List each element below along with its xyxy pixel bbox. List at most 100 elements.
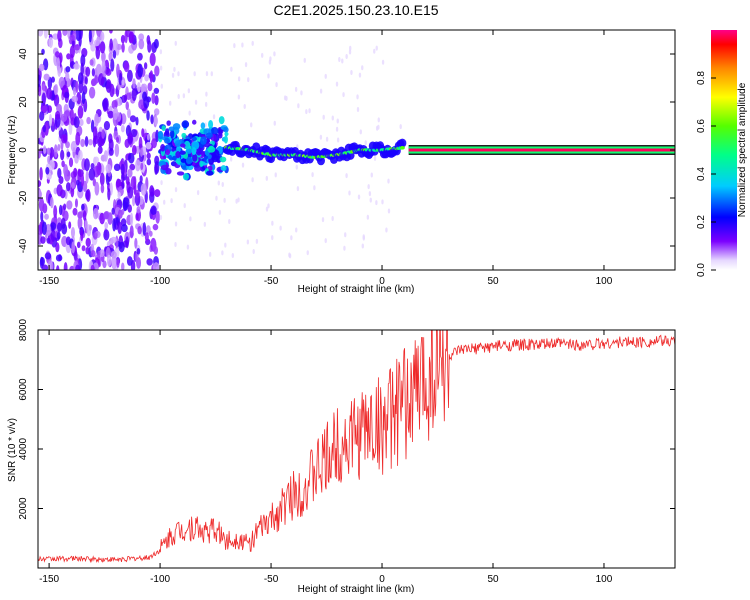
heatmap-cell xyxy=(294,86,298,92)
heatmap-cell xyxy=(147,82,153,92)
heatmap-cell xyxy=(85,188,91,202)
heatmap-cell xyxy=(205,132,213,139)
heatmap-cell xyxy=(70,226,76,239)
heatmap-cell xyxy=(73,116,80,129)
heatmap-cell xyxy=(111,99,118,110)
heatmap-cell xyxy=(56,57,61,71)
heatmap-cell xyxy=(57,168,62,179)
heatmap-cell xyxy=(53,144,58,158)
heatmap-cell xyxy=(116,258,120,268)
heatmap-cell xyxy=(305,109,308,115)
heatmap-cell xyxy=(159,65,163,71)
heatmap-cell xyxy=(123,197,130,208)
heatmap-cell xyxy=(357,194,361,200)
heatmap-cell xyxy=(38,180,42,188)
heatmap-cell xyxy=(41,264,49,270)
colorbar-ticks: 0.0 0.2 0.4 0.6 0.8 xyxy=(696,71,716,277)
heatmap-cell xyxy=(194,99,198,105)
heatmap-cell xyxy=(129,225,134,239)
heatmap-cell xyxy=(145,141,152,150)
heatmap-cell xyxy=(180,158,188,163)
heatmap-cell xyxy=(275,82,278,88)
heatmap-cell xyxy=(338,57,341,63)
y-tick-label: -20 xyxy=(18,190,29,205)
heatmap-cell xyxy=(241,162,245,168)
heatmap-cell xyxy=(79,118,84,127)
heatmap-cell xyxy=(121,172,125,183)
heatmap-cell xyxy=(146,133,150,141)
heatmap-cell xyxy=(341,58,344,64)
heatmap-cell xyxy=(290,235,293,241)
heatmap-cell xyxy=(205,91,208,97)
heatmap-cell xyxy=(107,187,111,201)
heatmap-cell xyxy=(89,59,94,66)
heatmap-cell xyxy=(47,105,53,114)
heatmap-cell xyxy=(47,76,53,90)
heatmap-cell xyxy=(186,244,190,250)
heatmap-cell xyxy=(154,95,159,106)
heatmap-cell xyxy=(169,129,175,139)
heatmap-cell xyxy=(173,66,176,72)
heatmap-cell xyxy=(75,80,79,93)
heatmap-cell xyxy=(84,219,88,230)
heatmap-cell xyxy=(217,180,220,186)
heatmap-cell xyxy=(80,227,84,242)
heatmap-cell xyxy=(112,38,118,51)
heatmap-axes: -150 -100 -50 0 50 100 -40 -20 0 20 40 xyxy=(18,30,675,287)
heatmap-cell xyxy=(42,145,47,155)
heatmap-cell xyxy=(58,175,64,185)
heatmap-cell xyxy=(52,33,59,40)
heatmap-cell xyxy=(40,211,44,222)
heatmap-cell xyxy=(73,63,80,70)
heatmap-cell xyxy=(288,252,291,258)
heatmap-cell xyxy=(46,147,51,155)
heatmap-cell xyxy=(358,72,362,78)
heatmap-cell xyxy=(150,114,154,125)
heatmap-cell xyxy=(205,170,214,176)
heatmap-cell xyxy=(189,216,192,222)
heatmap-cell xyxy=(306,250,309,256)
heatmap-cell xyxy=(110,251,117,259)
heatmap-cell xyxy=(195,148,202,156)
heatmap-cell xyxy=(322,114,325,120)
heatmap-cell xyxy=(109,30,113,34)
heatmap-cell xyxy=(335,126,339,132)
heatmap-cell xyxy=(295,164,298,170)
heatmap-cell xyxy=(85,66,91,77)
x-tick-label: 50 xyxy=(487,574,499,585)
heatmap-cell xyxy=(74,154,79,164)
heatmap-cell xyxy=(44,252,52,260)
colorbar-tick-label: 0.8 xyxy=(696,71,707,85)
heatmap-cell xyxy=(123,61,130,73)
heatmap-cell xyxy=(271,220,274,226)
heatmap-cell xyxy=(172,123,181,130)
heatmap-cell xyxy=(211,154,219,163)
heatmap-cell xyxy=(137,226,142,235)
heatmap-cell xyxy=(149,185,155,197)
heatmap-cell xyxy=(208,119,214,129)
heatmap-cell xyxy=(102,97,109,111)
heatmap-cell xyxy=(361,65,364,71)
heatmap-cell xyxy=(91,78,98,86)
heatmap-cell xyxy=(172,155,177,161)
heatmap-cell xyxy=(111,255,117,270)
heatmap-cell xyxy=(38,198,45,212)
heatmap-cell xyxy=(129,31,135,44)
heatmap-cell xyxy=(131,145,137,156)
y-tick-label: 6000 xyxy=(18,378,29,401)
heatmap-cell xyxy=(129,163,136,171)
heatmap-cell xyxy=(43,30,48,39)
heatmap-cell xyxy=(116,178,122,189)
heatmap-cell xyxy=(367,184,370,190)
y-tick-label: -40 xyxy=(18,238,29,253)
heatmap-cell xyxy=(102,260,107,269)
heatmap-cell xyxy=(53,84,58,96)
heatmap-cell xyxy=(103,211,109,220)
heatmap-cell xyxy=(370,172,373,178)
heatmap-cell xyxy=(308,108,311,114)
colorbar-gradient xyxy=(711,30,737,270)
heatmap-cell xyxy=(255,238,259,244)
heatmap-cell xyxy=(114,143,120,157)
heatmap-cell xyxy=(362,234,365,240)
